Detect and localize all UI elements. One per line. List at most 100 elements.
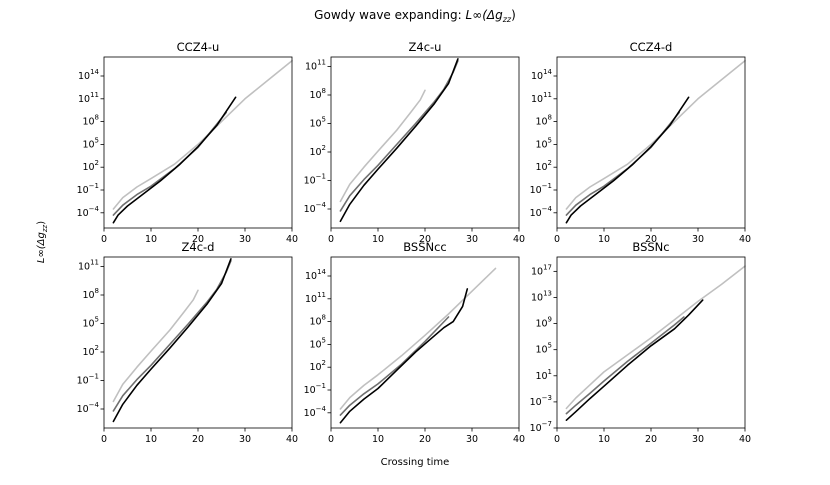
panel-title: CCZ4-u — [177, 40, 220, 54]
series-line-mid — [565, 111, 681, 216]
y-tick-label: 10−7 — [530, 420, 552, 434]
x-tick-label: 10 — [145, 434, 157, 445]
y-tick-label: 10−4 — [530, 205, 553, 219]
x-axis-label: Crossing time — [381, 457, 450, 468]
panel-bssncc: BSSNcc 0 10 20 30 40 10−4 10−1 102 105 108 1011 1014 — [304, 240, 525, 445]
series-line-light — [339, 89, 426, 203]
y-tick-label: 105 — [535, 136, 552, 150]
x-tick-label: 10 — [598, 234, 610, 245]
panel-title: BSSNc — [632, 240, 669, 254]
y-tick-label: 102 — [309, 144, 326, 158]
panel-bssnc: BSSNc 0 10 20 30 40 10−7 10−3 101 105 109 1013 1017 — [530, 240, 751, 445]
x-tick-label: 10 — [372, 234, 384, 245]
y-tick-label: 1011 — [78, 259, 99, 273]
y-tick-label: 108 — [309, 314, 326, 328]
x-tick-label: 10 — [598, 434, 610, 445]
series-line-light — [565, 265, 746, 410]
y-axis-label: L∞(Δgzz) — [36, 221, 49, 263]
y-tick-label: 102 — [309, 359, 326, 373]
y-tick-label: 1014 — [531, 68, 553, 82]
x-tick-label: 30 — [239, 234, 251, 245]
x-tick-label: 20 — [645, 234, 657, 245]
y-tick-label: 1014 — [78, 68, 100, 82]
y-tick-label: 105 — [309, 336, 326, 350]
x-tick-label: 40 — [513, 234, 525, 245]
panel-z4c-u: Z4c-u 0 10 20 30 40 10−4 10−1 102 105 108 1011 — [304, 40, 525, 245]
x-tick-label: 20 — [419, 234, 431, 245]
y-tick-label: 105 — [82, 316, 99, 330]
x-tick-label: 30 — [692, 234, 704, 245]
series-line-light — [565, 59, 746, 210]
series-line-dark — [112, 258, 232, 423]
y-tick-label: 101 — [535, 368, 552, 382]
y-tick-label: 10−1 — [77, 373, 99, 387]
series-line-mid — [112, 111, 227, 216]
panel-title: BSSNcc — [403, 240, 447, 254]
y-tick-label: 10−3 — [530, 394, 552, 408]
panel-ccz4-d: CCZ4-d 0 10 20 30 40 10−4 10−1 102 105 108 1011 1014 — [530, 40, 751, 245]
panel-ccz4-u: CCZ4-u 0 10 20 30 40 10−4 10−1 102 105 108 1011 1014 — [77, 40, 298, 245]
x-tick-label: 20 — [645, 434, 657, 445]
x-tick-label: 40 — [286, 234, 298, 245]
x-tick-label: 30 — [466, 234, 478, 245]
y-tick-label: 1014 — [305, 268, 327, 282]
y-tick-label: 109 — [535, 316, 552, 330]
x-tick-label: 10 — [145, 234, 157, 245]
series-line-dark — [112, 96, 237, 224]
x-tick-label: 30 — [466, 434, 478, 445]
y-tick-label: 1011 — [305, 59, 326, 73]
x-tick-label: 40 — [513, 434, 525, 445]
y-tick-label: 108 — [82, 287, 99, 301]
y-tick-label: 108 — [535, 114, 552, 128]
series-line-dark — [339, 58, 459, 223]
y-tick-label: 1011 — [78, 91, 99, 105]
y-tick-label: 108 — [82, 114, 99, 128]
panel-title: Z4c-d — [182, 240, 215, 254]
x-tick-label: 20 — [192, 434, 204, 445]
x-tick-label: 0 — [554, 434, 560, 445]
series-line-light — [339, 267, 497, 410]
y-tick-label: 10−4 — [77, 205, 100, 219]
y-tick-label: 10−4 — [77, 401, 100, 415]
y-tick-label: 102 — [82, 344, 99, 358]
x-tick-label: 40 — [739, 234, 751, 245]
series-line-dark — [565, 299, 704, 422]
y-tick-label: 1011 — [531, 91, 552, 105]
series-line-dark — [565, 96, 690, 224]
x-tick-label: 0 — [101, 434, 107, 445]
y-tick-label: 10−4 — [304, 201, 327, 215]
x-tick-label: 40 — [739, 434, 751, 445]
figure-title: Gowdy wave expanding: L∞(Δgzz) — [314, 8, 516, 24]
y-tick-label: 105 — [309, 116, 326, 130]
y-tick-label: 10−1 — [530, 182, 552, 196]
series-line-mid — [112, 259, 232, 412]
series-line-light — [112, 59, 293, 210]
y-tick-label: 1013 — [531, 289, 552, 303]
y-tick-label: 10−4 — [304, 405, 327, 419]
panel-title: Z4c-u — [409, 40, 442, 54]
y-tick-label: 102 — [82, 159, 99, 173]
x-tick-label: 10 — [372, 434, 384, 445]
x-tick-label: 20 — [192, 234, 204, 245]
panel-title: CCZ4-d — [630, 40, 673, 54]
y-tick-label: 105 — [535, 342, 552, 356]
panel-z4c-d: Z4c-d 0 10 20 30 40 10−4 10−1 102 105 108 1011 — [77, 240, 298, 445]
x-tick-label: 0 — [328, 434, 334, 445]
x-tick-label: 30 — [239, 434, 251, 445]
y-tick-label: 10−1 — [77, 182, 99, 196]
x-tick-label: 40 — [286, 434, 298, 445]
series-line-mid — [339, 316, 450, 416]
plot-frame — [103, 256, 293, 429]
y-tick-label: 102 — [535, 159, 552, 173]
x-tick-label: 0 — [101, 234, 107, 245]
y-tick-label: 1011 — [305, 291, 326, 305]
y-tick-label: 105 — [82, 136, 99, 150]
x-tick-label: 0 — [554, 234, 560, 245]
x-tick-label: 20 — [419, 434, 431, 445]
y-tick-label: 1017 — [531, 263, 552, 277]
y-tick-label: 108 — [309, 87, 326, 101]
series-line-mid — [339, 59, 459, 212]
series-line-dark — [339, 288, 469, 424]
series-line-light — [112, 289, 199, 403]
